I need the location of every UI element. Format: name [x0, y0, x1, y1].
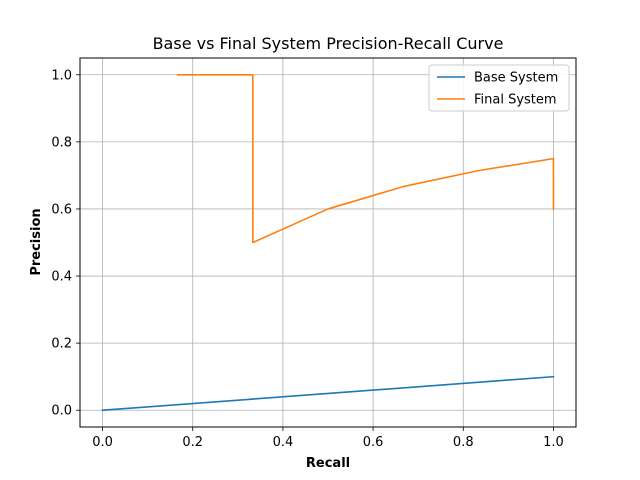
x-tick-label: 0.2 [182, 435, 203, 450]
chart-title: Base vs Final System Precision-Recall Cu… [153, 34, 504, 53]
y-tick-label: 0.0 [51, 404, 72, 419]
x-tick-label: 0.6 [363, 435, 384, 450]
legend: Base System Final System [428, 64, 570, 112]
grid [80, 58, 576, 427]
legend-label: Base System [474, 71, 558, 86]
y-tick-label: 0.6 [51, 202, 72, 217]
plot-frame [79, 57, 577, 428]
y-axis-label: Precision [29, 208, 44, 275]
x-tick-label: 0.8 [453, 435, 474, 450]
x-tick-label: 1.0 [543, 435, 564, 450]
series-line-base-system [101, 375, 555, 412]
y-tick-label: 1.0 [51, 68, 72, 83]
legend-label: Final System [474, 93, 557, 108]
x-tick-label: 0.4 [273, 435, 294, 450]
x-axis-label: Recall [306, 456, 350, 471]
ticks: 0.0 0.2 0.4 0.6 0.8 1.0 0.0 0.2 0.4 0.6 0.8 1.0 [51, 68, 563, 450]
series-line-final-system [176, 73, 555, 244]
y-tick-label: 0.4 [51, 270, 72, 285]
series-layer [101, 73, 555, 412]
x-tick-label: 0.0 [92, 435, 113, 450]
y-tick-label: 0.2 [51, 337, 72, 352]
y-tick-label: 0.8 [51, 135, 72, 150]
